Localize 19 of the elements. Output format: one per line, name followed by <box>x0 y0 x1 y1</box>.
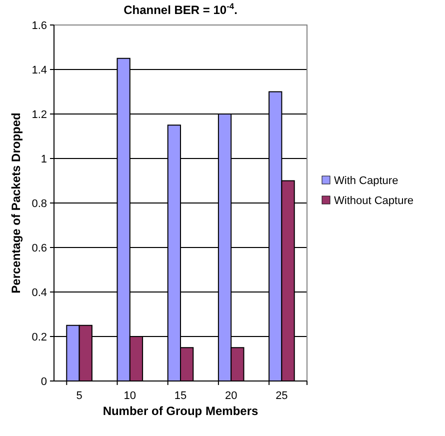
y-tick-label: 0.6 <box>32 242 47 254</box>
y-tick-label: 0 <box>40 376 47 388</box>
y-tick-label: 1.4 <box>32 64 47 76</box>
y-tick-label: 1 <box>40 153 47 166</box>
x-tick-label: 10 <box>124 390 136 402</box>
x-tick-label: 25 <box>276 390 288 402</box>
y-tick-label: 0.2 <box>32 331 47 344</box>
y-tick-label: 1.2 <box>32 108 47 121</box>
legend-label: With Capture <box>334 174 398 187</box>
y-axis-title: Percentage of Packets Dropped <box>9 112 23 294</box>
y-tick-label: 1.6 <box>32 20 47 32</box>
y-tick-label: 0.4 <box>32 286 47 299</box>
legend-label: Without Capture <box>334 194 414 207</box>
chart-title: Channel BER = 10$^{-4}$. <box>124 1 238 17</box>
x-tick-label: 15 <box>174 390 187 402</box>
x-tick-label: 5 <box>76 390 82 402</box>
y-tick-label: 0.8 <box>32 198 47 210</box>
x-tick-label: 20 <box>224 390 238 402</box>
x-axis-title: Number of Group Members <box>102 404 258 418</box>
